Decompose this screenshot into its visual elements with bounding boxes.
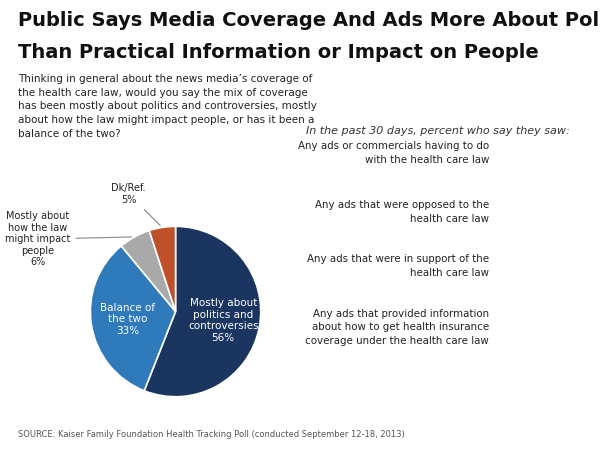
Text: 43%: 43% — [523, 147, 553, 159]
Text: Mostly about
politics and
controversies
56%: Mostly about politics and controversies … — [188, 298, 259, 343]
Text: In the past 30 days, percent who say they saw:: In the past 30 days, percent who say the… — [306, 126, 570, 136]
Text: 17%: 17% — [523, 321, 553, 334]
Text: 24%: 24% — [523, 260, 553, 272]
Wedge shape — [91, 246, 176, 391]
Text: FOUNDATION: FOUNDATION — [514, 423, 563, 429]
Text: Dk/Ref.
5%: Dk/Ref. 5% — [112, 183, 160, 225]
Text: Mostly about
how the law
might impact
people
6%: Mostly about how the law might impact pe… — [5, 211, 132, 267]
Text: Any ads that were in support of the
health care law: Any ads that were in support of the heal… — [307, 254, 489, 278]
Text: Public Says Media Coverage And Ads More About Politics: Public Says Media Coverage And Ads More … — [18, 11, 600, 30]
Text: Any ads that were opposed to the
health care law: Any ads that were opposed to the health … — [315, 200, 489, 224]
Text: Thinking in general about the news media’s coverage of
the health care law, woul: Thinking in general about the news media… — [18, 74, 317, 139]
Text: Any ads or commercials having to do
with the health care law: Any ads or commercials having to do with… — [298, 141, 489, 165]
Text: SOURCE: Kaiser Family Foundation Health Tracking Poll (conducted September 12-18: SOURCE: Kaiser Family Foundation Health … — [18, 430, 405, 439]
Text: Than Practical Information or Impact on People: Than Practical Information or Impact on … — [18, 43, 539, 62]
Text: Balance of
the two
33%: Balance of the two 33% — [100, 302, 155, 336]
Wedge shape — [121, 230, 176, 311]
Wedge shape — [149, 226, 176, 311]
Text: 31%: 31% — [523, 206, 553, 218]
Text: Any ads that provided information
about how to get health insurance
coverage und: Any ads that provided information about … — [305, 309, 489, 346]
Wedge shape — [144, 226, 261, 397]
Text: KAISER FAMILY: KAISER FAMILY — [499, 410, 578, 419]
Text: THE HENRY J.: THE HENRY J. — [519, 400, 558, 405]
